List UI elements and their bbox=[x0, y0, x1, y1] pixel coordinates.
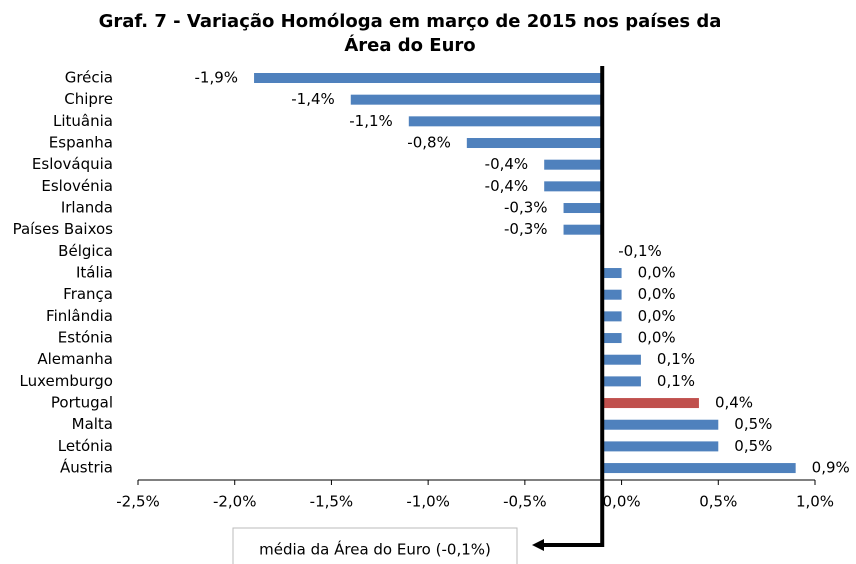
value-label: -0,8% bbox=[407, 134, 451, 152]
bar bbox=[602, 333, 622, 344]
x-tick-label: 1,0% bbox=[796, 493, 834, 511]
y-tick-label: Finlândia bbox=[46, 307, 113, 325]
value-label: -0,4% bbox=[485, 155, 529, 173]
y-tick-label: Grécia bbox=[65, 69, 113, 87]
value-label: 0,4% bbox=[715, 394, 753, 412]
y-tick-label: Áustria bbox=[60, 458, 113, 477]
value-label: 0,0% bbox=[638, 307, 676, 325]
y-tick-label: Chipre bbox=[64, 90, 113, 108]
bar bbox=[602, 268, 622, 279]
legend-box bbox=[232, 527, 518, 564]
y-tick-label: Malta bbox=[72, 415, 113, 433]
y-tick-label: Estónia bbox=[58, 329, 113, 347]
chart-title: Área do Euro bbox=[344, 34, 475, 56]
y-tick-label: Eslováquia bbox=[32, 155, 113, 173]
value-label: 0,1% bbox=[657, 350, 695, 368]
value-label: -1,9% bbox=[195, 69, 239, 87]
y-tick-label: Irlanda bbox=[61, 199, 113, 217]
bar bbox=[602, 398, 699, 409]
bar bbox=[602, 441, 719, 452]
x-tick-label: -2,0% bbox=[213, 493, 257, 511]
x-tick-label: -0,5% bbox=[503, 493, 547, 511]
bar bbox=[544, 181, 603, 192]
reference-label: média da Área do Euro (-0,1%) bbox=[259, 540, 491, 559]
value-label: 0,9% bbox=[812, 459, 850, 477]
bar bbox=[563, 203, 603, 214]
reference-arrow bbox=[532, 539, 544, 551]
bar bbox=[350, 94, 603, 105]
bar bbox=[408, 116, 603, 127]
bar bbox=[544, 159, 603, 170]
x-tick-label: -1,5% bbox=[310, 493, 354, 511]
value-label: -0,3% bbox=[504, 199, 548, 217]
x-tick-label: -2,5% bbox=[116, 493, 160, 511]
bar bbox=[602, 463, 796, 474]
y-tick-label: Eslovénia bbox=[41, 177, 113, 195]
value-label: -1,1% bbox=[349, 112, 393, 130]
bar bbox=[602, 419, 719, 430]
y-tick-label: Espanha bbox=[49, 134, 113, 152]
bar bbox=[602, 289, 622, 300]
value-label: -1,4% bbox=[291, 90, 335, 108]
y-tick-label: Lituânia bbox=[53, 112, 113, 130]
bar bbox=[466, 138, 603, 149]
bar bbox=[563, 224, 603, 235]
reference-line bbox=[540, 66, 605, 547]
x-tick-label: -1,0% bbox=[406, 493, 450, 511]
value-label: 0,5% bbox=[734, 437, 772, 455]
value-label: -0,4% bbox=[485, 177, 529, 195]
y-tick-label: Alemanha bbox=[37, 350, 113, 368]
bar bbox=[602, 354, 641, 365]
value-label: 0,0% bbox=[638, 285, 676, 303]
y-tick-label: França bbox=[63, 285, 113, 303]
value-label: 0,0% bbox=[638, 264, 676, 282]
y-tick-label: Itália bbox=[76, 264, 113, 282]
x-tick-label: 0,0% bbox=[603, 493, 641, 511]
y-tick-label: Letónia bbox=[58, 437, 113, 455]
value-label: -0,1% bbox=[618, 242, 662, 260]
value-label: 0,5% bbox=[734, 415, 772, 433]
bar bbox=[602, 311, 622, 322]
y-tick-label: Luxemburgo bbox=[20, 372, 114, 390]
bar bbox=[254, 73, 603, 83]
x-tick-label: 0,5% bbox=[699, 493, 737, 511]
value-label: 0,1% bbox=[657, 372, 695, 390]
bar bbox=[602, 376, 641, 387]
y-tick-label: Portugal bbox=[51, 394, 113, 412]
y-tick-label: Países Baixos bbox=[13, 220, 114, 238]
value-label: -0,3% bbox=[504, 220, 548, 238]
chart-title: Graf. 7 - Variação Homóloga em março de … bbox=[99, 11, 722, 32]
y-tick-label: Bélgica bbox=[58, 242, 113, 260]
value-label: 0,0% bbox=[638, 329, 676, 347]
